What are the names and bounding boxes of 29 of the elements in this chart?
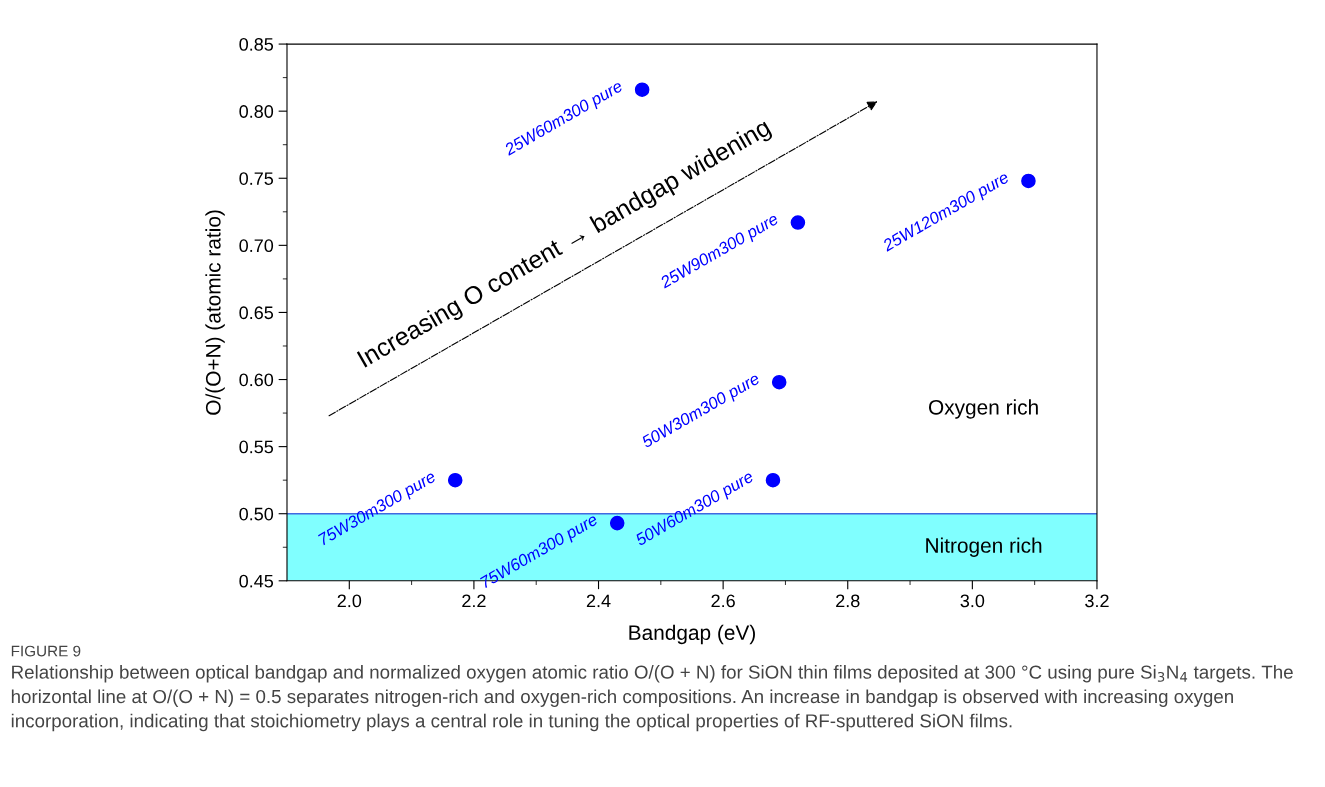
x-tick-label: 3.2 <box>1085 594 1109 608</box>
y-tick-label: 0.60 <box>239 373 274 387</box>
y-tick-label: 0.45 <box>239 574 274 588</box>
point <box>634 82 650 97</box>
x-tick-label: 2.2 <box>462 594 486 608</box>
y-tick-label: 0.85 <box>239 38 274 51</box>
y-tick-label: 0.65 <box>239 306 274 320</box>
point <box>765 472 781 488</box>
x-tick-label: 2.4 <box>586 594 611 608</box>
x-tick-label: 2.8 <box>836 594 860 608</box>
point <box>609 515 625 531</box>
point <box>1021 173 1036 189</box>
y-axis-title: O/(O+N) (atomic ratio) <box>205 210 225 415</box>
caption: FIGURE 9 <box>11 645 81 657</box>
y-tick-label: 0.75 <box>239 172 274 185</box>
y-tick-label: 0.70 <box>239 239 274 253</box>
point <box>790 215 806 230</box>
annotation: Oxygen rich <box>928 399 1038 419</box>
x-tick-label: 2.6 <box>711 594 735 608</box>
x-tick-label: 3.0 <box>960 594 985 608</box>
x-axis-title: Bandgap (eV) <box>629 624 755 645</box>
y-tick-label: 0.55 <box>239 440 274 454</box>
band-label: Nitrogen rich <box>926 537 1042 557</box>
text: Relationship between optical bandgap and normalized oxygen atomic ratio O/(O + N) for SiON thin films deposited at 300 °C using pure Si$_{3}$N$_{4}$ targets. The horizontal line at O/(O + N) = 0.5 separates nitrogen-rich and oxygen-rich compositions. An increase in bandgap is observed with increasing oxygen incorporation, indicating that stoichiometry plays a central role in tuning the optical properties of RF-sputtered SiON films. <box>11 665 1293 732</box>
point <box>447 472 463 488</box>
y-tick-label: 0.50 <box>239 507 274 521</box>
x-tick-label: 2.0 <box>337 594 362 608</box>
y-tick-label: 0.80 <box>239 105 274 118</box>
point <box>771 374 787 390</box>
